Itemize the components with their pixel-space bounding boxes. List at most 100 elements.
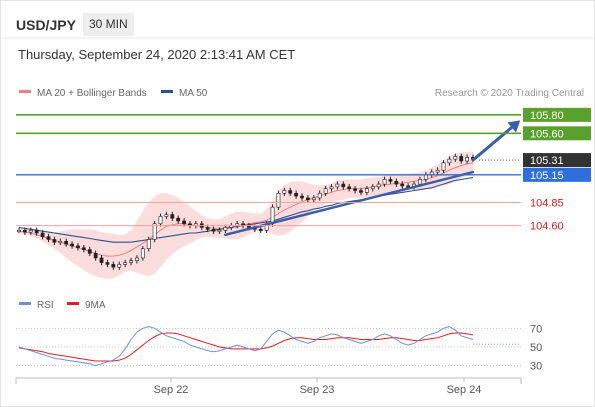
- x-tick-label-sep-24: Sep 24: [447, 384, 482, 396]
- price-candle: [388, 179, 393, 182]
- price-candle: [164, 214, 169, 217]
- bollinger-band: [19, 151, 473, 280]
- price-candle: [17, 229, 21, 233]
- price-candle: [447, 158, 452, 164]
- price-candle: [364, 188, 369, 193]
- price-candle: [459, 156, 464, 162]
- price-candle: [87, 249, 92, 254]
- price-candle: [465, 157, 470, 162]
- price-candle: [370, 186, 375, 189]
- x-tick-label-sep-23: Sep 23: [300, 384, 335, 396]
- price-candle: [117, 264, 122, 268]
- price-candle: [81, 247, 86, 250]
- rsi-tick-label-30: 30: [530, 361, 542, 373]
- price-candle: [170, 214, 175, 219]
- price-candle: [129, 260, 133, 263]
- level-label-105.60: 105.60: [530, 128, 564, 140]
- price-candle: [146, 239, 151, 249]
- level-tag-105.15: [523, 167, 591, 182]
- forecast-arrowhead: [507, 120, 521, 133]
- trend-line: [224, 170, 475, 237]
- price-candle: [282, 190, 287, 194]
- x-tick-label-sep-22: Sep 22: [154, 384, 189, 396]
- price-candle: [46, 236, 51, 240]
- rsi-tick-label-70: 70: [530, 323, 542, 335]
- symbol-title: USD/JPY: [16, 17, 76, 33]
- price-candle: [329, 186, 334, 189]
- price-candle: [93, 253, 98, 259]
- price-candle: [52, 239, 57, 243]
- price-candle: [64, 241, 69, 245]
- price-candle: [205, 227, 210, 230]
- price-candle: [359, 190, 363, 193]
- rsi-plot: 70 50 30: [16, 323, 542, 373]
- price-candle: [182, 220, 186, 225]
- price-candle: [176, 217, 181, 222]
- level-label-104.85: 104.85: [530, 198, 564, 210]
- price-candle: [288, 190, 293, 194]
- price-candle: [158, 216, 163, 225]
- copyright-label: Research © 2020 Trading Central: [435, 88, 584, 99]
- forecast-arrow: [471, 123, 516, 162]
- price-candle: [258, 229, 263, 232]
- price-candle: [276, 193, 281, 208]
- price-candle: [453, 156, 458, 160]
- price-levels: 105.80 105.60 105.31 105.15 104.85 104.60: [16, 107, 591, 233]
- price-candle: [418, 179, 422, 185]
- level-label-105.80: 105.80: [530, 110, 564, 122]
- price-candle: [135, 257, 139, 261]
- ma20-legend-label: MA 20 + Bollinger Bands: [37, 88, 147, 99]
- price-candle: [270, 206, 275, 225]
- price-candle: [323, 188, 328, 194]
- chart-header: USD/JPY 30 MIN: [1, 1, 594, 38]
- level-label-105.15: 105.15: [530, 170, 564, 182]
- rsi-ma-legend-swatch: [67, 302, 79, 305]
- price-plot: [17, 120, 521, 280]
- price-candle: [300, 195, 304, 199]
- price-candle: [76, 245, 80, 249]
- price-candle: [28, 229, 33, 233]
- x-axis: Sep 22 Sep 23 Sep 24: [15, 377, 522, 396]
- price-candle: [294, 193, 299, 197]
- price-candle: [22, 229, 27, 233]
- price-candle: [123, 262, 128, 265]
- price-candle: [400, 183, 405, 187]
- price-candle: [99, 257, 104, 263]
- price-candle: [105, 262, 110, 265]
- price-candle: [353, 188, 357, 191]
- price-candle: [347, 186, 352, 189]
- level-tag-105.60: [523, 126, 591, 141]
- timeframe-badge[interactable]: 30 MIN: [83, 13, 134, 36]
- price-candle: [217, 229, 222, 233]
- price-candle: [341, 183, 346, 188]
- level-tag-105.80: [523, 107, 591, 122]
- price-candle: [435, 169, 440, 173]
- ma50-legend-label: MA 50: [179, 88, 208, 99]
- price-candle: [394, 181, 399, 185]
- rsi-ma-legend-label: 9MA: [85, 300, 106, 311]
- price-candle: [382, 179, 387, 185]
- rsi-line: [18, 325, 474, 367]
- level-tag-105.31: [523, 153, 591, 168]
- price-candle: [140, 248, 145, 259]
- price-candle: [34, 229, 39, 234]
- rsi-legend-swatch: [19, 302, 31, 305]
- price-candle: [311, 197, 316, 201]
- price-legend: MA 20 + Bollinger Bands MA 50 Research ©…: [19, 88, 584, 99]
- price-candle: [306, 197, 310, 201]
- rsi-legend: RSI 9MA: [19, 300, 106, 311]
- price-candle: [223, 227, 228, 231]
- rsi-tick-label-50: 50: [530, 342, 542, 354]
- ma20-legend-swatch: [19, 90, 31, 93]
- price-candle: [111, 264, 116, 268]
- price-candle: [441, 162, 446, 171]
- price-candle: [211, 229, 216, 232]
- price-candle: [335, 183, 340, 188]
- price-candle: [40, 232, 45, 237]
- price-candle: [317, 193, 322, 199]
- price-candle: [70, 243, 74, 247]
- chart-datetime: Thursday, September 24, 2020 2:13:41 AM …: [18, 47, 296, 62]
- rsi-ma-line: [18, 332, 474, 362]
